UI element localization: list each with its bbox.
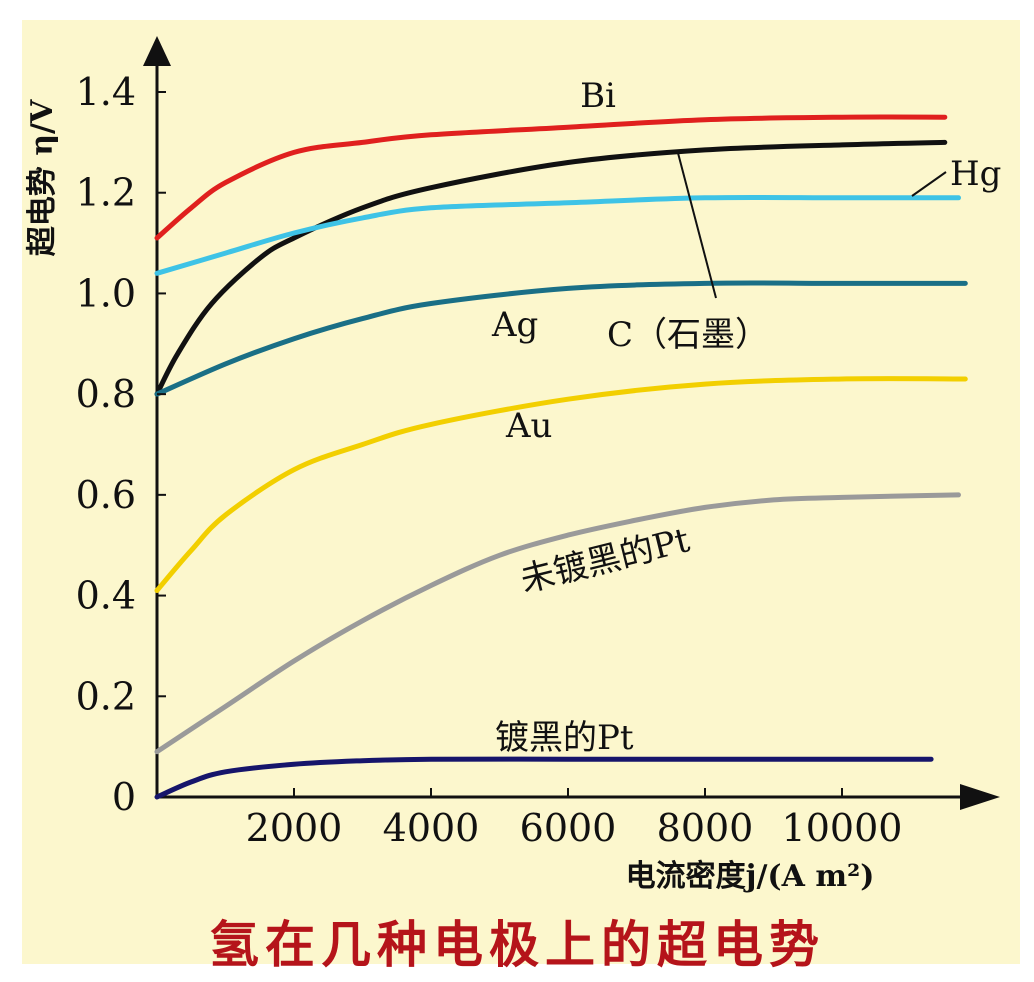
series-line (154, 492, 961, 755)
series-group (154, 114, 968, 800)
series-label: Hg (950, 154, 1001, 194)
series-line (154, 376, 968, 593)
x-tick-label: 6000 (520, 806, 617, 850)
y-tick-label: 0.6 (76, 473, 136, 517)
y-tick-label: 1.4 (76, 70, 136, 114)
series-label: Bi (580, 76, 616, 116)
y-tick-label: 0.2 (76, 674, 136, 718)
x-axis-label: 电流密度j/(A m²) (626, 859, 875, 894)
series-line (154, 280, 968, 397)
leader-line-Hg (911, 171, 947, 197)
y-tick-label: 0 (112, 775, 136, 819)
series-line (154, 114, 948, 241)
y-tick-label: 1.2 (76, 171, 136, 215)
tick-labels: 0 0.2 0.4 0.6 0.8 1.0 1.2 1.4 2000 4000 6000 8000 10… (76, 70, 903, 850)
chart-panel (22, 20, 1020, 964)
series-label: Ag (491, 305, 538, 345)
leader-line-C (677, 152, 717, 299)
series-line (154, 194, 961, 276)
x-tick-label: 10000 (782, 806, 903, 850)
series-line (154, 756, 934, 800)
y-tick-label: 0.8 (76, 372, 136, 416)
x-axis-arrow (960, 784, 1000, 810)
y-axis-label: 超电势 η/V (25, 99, 60, 256)
axes (143, 36, 1000, 810)
series-label: Au (505, 406, 552, 446)
series-line (154, 139, 948, 397)
series-label: 未镀黑的Pt (517, 520, 694, 601)
series-labels: Bi C（石墨） Hg Ag Au 未镀黑的Pt 镀黑的Pt (491, 76, 1001, 758)
y-axis-arrow (143, 36, 171, 66)
y-tick-label: 1.0 (76, 271, 136, 315)
y-tick-label: 0.4 (76, 574, 136, 618)
x-tick-label: 8000 (657, 806, 754, 850)
figure-caption: 氢在几种电极上的超电势 (209, 915, 825, 974)
series-label: 镀黑的Pt (495, 718, 634, 758)
series-label: C（石墨） (607, 315, 769, 355)
x-tick-label: 2000 (246, 806, 343, 850)
x-tick-label: 4000 (383, 806, 480, 850)
